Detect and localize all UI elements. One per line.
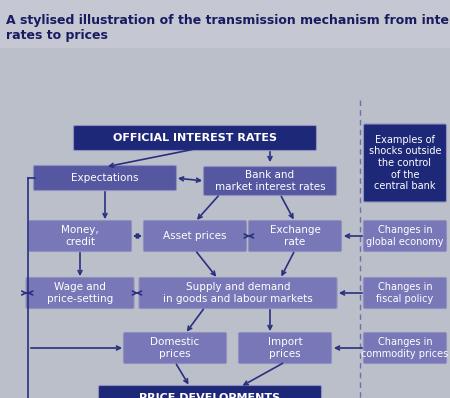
Text: Expectations: Expectations — [71, 173, 139, 183]
FancyBboxPatch shape — [28, 220, 131, 252]
Text: PRICE DEVELOPMENTS: PRICE DEVELOPMENTS — [140, 393, 280, 398]
FancyBboxPatch shape — [364, 277, 446, 308]
Text: Money,
credit: Money, credit — [61, 225, 99, 247]
Text: Domestic
prices: Domestic prices — [150, 337, 200, 359]
Text: Bank and
market interest rates: Bank and market interest rates — [215, 170, 325, 192]
Text: Exchange
rate: Exchange rate — [270, 225, 320, 247]
FancyBboxPatch shape — [248, 220, 342, 252]
FancyBboxPatch shape — [73, 125, 316, 150]
Bar — [0, 48, 450, 398]
Text: Supply and demand
in goods and labour markets: Supply and demand in goods and labour ma… — [163, 282, 313, 304]
Text: Wage and
price-setting: Wage and price-setting — [47, 282, 113, 304]
FancyBboxPatch shape — [123, 332, 226, 363]
FancyBboxPatch shape — [238, 332, 332, 363]
Text: Examples of
shocks outside
the control
of the
central bank: Examples of shocks outside the control o… — [369, 135, 441, 191]
Bar — [0, 0, 450, 48]
Text: Changes in
fiscal policy: Changes in fiscal policy — [376, 282, 434, 304]
FancyBboxPatch shape — [364, 124, 446, 202]
Text: A stylised illustration of the transmission mechanism from interest
rates to pri: A stylised illustration of the transmiss… — [6, 14, 450, 42]
Text: Import
prices: Import prices — [268, 337, 302, 359]
Text: OFFICIAL INTEREST RATES: OFFICIAL INTEREST RATES — [113, 133, 277, 143]
FancyBboxPatch shape — [144, 220, 247, 252]
FancyBboxPatch shape — [26, 277, 134, 308]
Text: Changes in
global economy: Changes in global economy — [366, 225, 444, 247]
FancyBboxPatch shape — [139, 277, 337, 308]
FancyBboxPatch shape — [99, 386, 321, 398]
Text: Asset prices: Asset prices — [163, 231, 227, 241]
FancyBboxPatch shape — [203, 166, 337, 195]
FancyBboxPatch shape — [364, 332, 446, 363]
FancyBboxPatch shape — [33, 166, 176, 191]
Text: Changes in
commodity prices: Changes in commodity prices — [361, 337, 449, 359]
FancyBboxPatch shape — [364, 220, 446, 252]
